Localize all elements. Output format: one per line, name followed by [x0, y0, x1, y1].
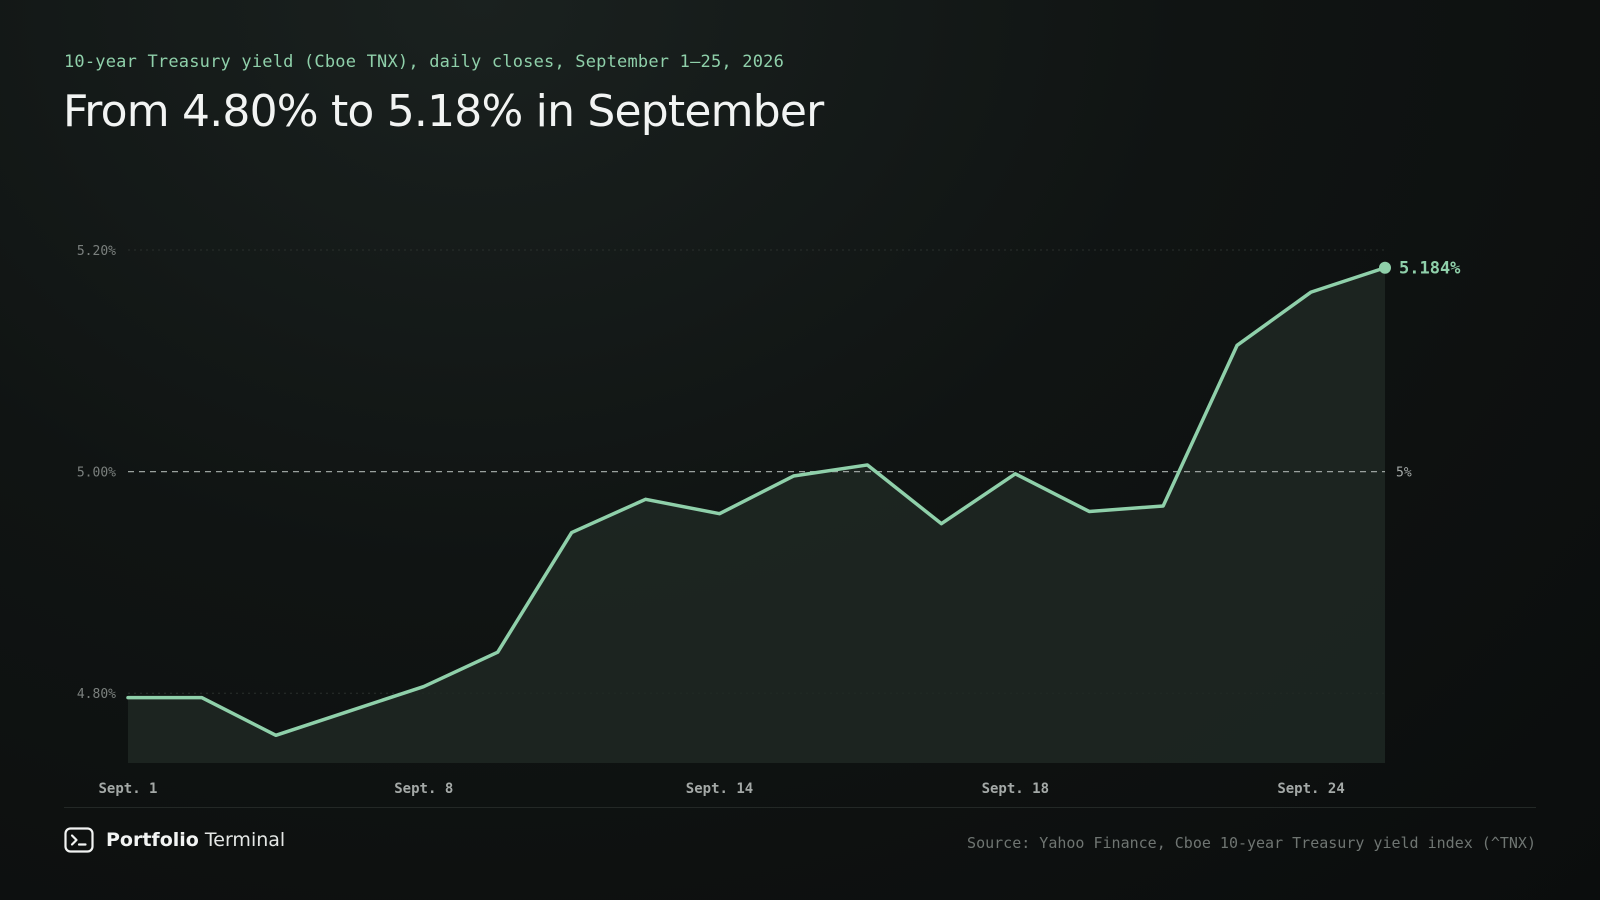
brand-logo: Portfolio Terminal	[64, 827, 285, 853]
end-value-label: 5.184%	[1399, 259, 1461, 279]
series-area	[128, 267, 1385, 763]
line-layer	[126, 261, 1391, 738]
x-tick-label: Sept. 18	[982, 781, 1049, 797]
chart-title: From 4.80% to 5.18% in September	[63, 86, 824, 137]
x-tick-label: Sept. 8	[394, 781, 453, 797]
x-tick-label: Sept. 24	[1277, 781, 1344, 797]
y-tick-label: 4.80%	[77, 687, 116, 702]
terminal-icon	[64, 827, 94, 853]
brand-name: Portfolio Terminal	[106, 829, 285, 851]
x-tick-label: Sept. 1	[98, 781, 157, 797]
brand-name-light: Terminal	[204, 829, 286, 851]
series-line	[126, 265, 1387, 738]
y-tick-label: 5.00%	[77, 466, 116, 481]
area-layer	[128, 267, 1385, 763]
brand-name-strong: Portfolio	[106, 829, 199, 851]
chart-subtitle: 10-year Treasury yield (Cboe TNX), daily…	[64, 52, 785, 72]
y-tick-label: 5.20%	[77, 244, 116, 259]
x-tick-label: Sept. 14	[686, 781, 753, 797]
footer-divider	[64, 807, 1536, 808]
label-layer: 4.80% 5.00% 5.20% 5% 5.184% Sept. 1 Sept. 8 Sep…	[77, 244, 1461, 797]
end-point	[1379, 261, 1391, 274]
source-note: Source: Yahoo Finance, Cboe 10-year Trea…	[967, 834, 1536, 852]
reference-line-label: 5%	[1396, 466, 1412, 481]
